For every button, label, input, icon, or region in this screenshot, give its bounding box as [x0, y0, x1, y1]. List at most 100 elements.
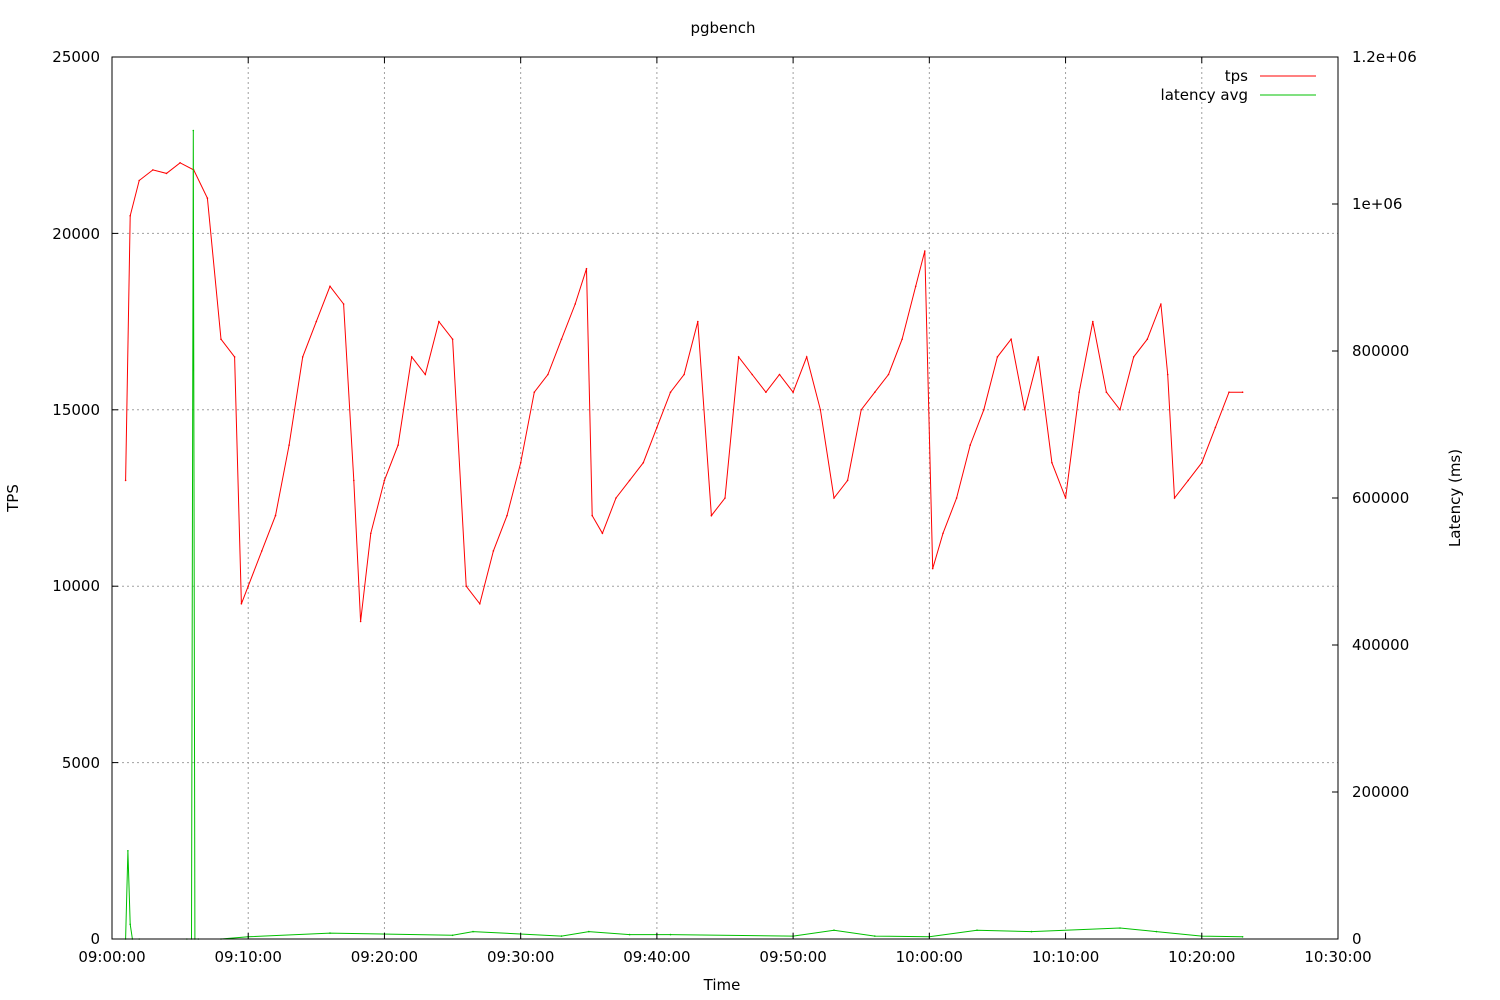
- data-point-tps: [1173, 497, 1176, 499]
- data-point-latency-avg: [1030, 930, 1033, 933]
- data-point-tps: [1092, 320, 1094, 323]
- data-point-tps: [152, 169, 154, 171]
- data-point-tps: [805, 356, 808, 358]
- data-point-tps: [642, 461, 645, 464]
- data-point-tps: [591, 514, 593, 517]
- data-point-tps: [628, 479, 631, 482]
- data-point-latency-avg: [1119, 927, 1121, 929]
- data-point-tps: [451, 338, 454, 341]
- data-point-tps: [1146, 338, 1149, 341]
- data-point-tps: [465, 585, 468, 587]
- data-point-tps: [778, 373, 781, 376]
- data-point-tps: [438, 320, 440, 323]
- data-point-tps: [683, 373, 685, 376]
- data-point-tps: [1160, 303, 1162, 305]
- data-point-tps: [924, 250, 926, 252]
- data-point-tps: [220, 338, 222, 341]
- data-point-tps: [1105, 391, 1108, 394]
- data-point-latency-avg: [1241, 936, 1244, 938]
- y-tick-label: 15000: [52, 401, 100, 419]
- grid: [112, 57, 1338, 939]
- data-point-tps: [601, 532, 604, 535]
- data-point-tps: [615, 497, 617, 499]
- data-point-tps: [315, 320, 318, 323]
- data-point-tps: [1078, 391, 1080, 394]
- data-point-latency-avg: [833, 929, 835, 931]
- series-line-latency-avg: [125, 130, 1243, 940]
- data-point-tps: [359, 620, 362, 623]
- data-point-tps: [261, 550, 263, 552]
- data-point-tps: [996, 356, 999, 358]
- x-tick-label: 09:30:00: [487, 948, 554, 966]
- data-point-latency-avg: [628, 933, 631, 936]
- data-point-latency-avg: [129, 923, 131, 926]
- data-point-latency-avg: [329, 932, 331, 934]
- x-tick-label: 10:30:00: [1304, 948, 1371, 966]
- data-point-tps: [274, 514, 277, 517]
- y2-tick-label: 400000: [1352, 636, 1409, 654]
- data-point-latency-avg: [669, 933, 672, 936]
- data-point-tps: [547, 373, 549, 376]
- data-point-tps: [301, 356, 304, 358]
- y2-tick-label: 1.2e+06: [1352, 48, 1417, 66]
- series-line-tps: [125, 162, 1243, 622]
- data-point-tps: [874, 391, 876, 394]
- data-point-tps: [1119, 409, 1121, 411]
- data-point-tps: [124, 479, 127, 482]
- data-point-latency-avg: [588, 930, 590, 933]
- legend: tps latency avg: [1161, 67, 1316, 104]
- data-point-tps: [479, 603, 481, 605]
- x-tick-label: 09:50:00: [759, 948, 826, 966]
- y-tick-label: 5000: [62, 754, 100, 772]
- data-point-tps: [353, 479, 355, 482]
- x-tick-label: 09:40:00: [623, 948, 690, 966]
- data-point-latency-avg: [451, 934, 454, 937]
- data-point-tps: [656, 426, 658, 429]
- data-point-tps: [833, 497, 835, 499]
- data-point-latency-avg: [127, 850, 129, 852]
- y2-axis-label: Latency (ms): [1446, 449, 1464, 547]
- data-point-tps: [342, 303, 345, 305]
- data-point-tps: [955, 497, 958, 499]
- x-axis-label: Time: [703, 976, 741, 994]
- data-point-tps: [860, 409, 862, 411]
- y2-tick-label: 800000: [1352, 342, 1409, 360]
- data-point-tps: [1010, 338, 1012, 341]
- data-point-tps: [765, 391, 767, 394]
- data-point-tps: [492, 550, 495, 552]
- y2-tick-label: 200000: [1352, 783, 1409, 801]
- data-point-tps: [240, 603, 243, 605]
- data-point-tps: [574, 303, 576, 305]
- data-point-tps: [138, 179, 140, 182]
- data-point-tps: [1037, 356, 1040, 358]
- x-tick-label: 09:00:00: [78, 948, 145, 966]
- data-point-tps: [410, 356, 413, 358]
- x-tick-label: 09:10:00: [215, 948, 282, 966]
- data-point-tps: [751, 373, 753, 376]
- data-point-tps: [914, 285, 917, 288]
- data-point-tps: [792, 391, 794, 394]
- data-point-tps: [165, 172, 168, 175]
- y2-tick-labels: 0 200000 400000 600000 800000 1e+06 1.2e…: [1352, 48, 1417, 948]
- plot-series: [124, 129, 1244, 940]
- data-point-tps: [1187, 479, 1189, 482]
- data-point-tps: [179, 162, 181, 164]
- x-tick-label: 10:00:00: [896, 948, 963, 966]
- data-point-latency-avg: [1155, 930, 1158, 933]
- data-point-tps: [737, 356, 740, 358]
- data-point-tps: [233, 356, 236, 358]
- data-point-tps: [247, 585, 249, 587]
- data-point-latency-avg: [874, 935, 876, 937]
- y-tick-label: 0: [90, 930, 100, 948]
- data-point-tps: [942, 532, 944, 535]
- data-point-latency-avg: [192, 129, 195, 132]
- data-point-tps: [819, 409, 822, 411]
- data-point-tps: [1214, 426, 1217, 429]
- y-tick-label: 20000: [52, 225, 100, 243]
- data-point-tps: [1023, 409, 1026, 411]
- data-point-tps: [1051, 461, 1053, 464]
- x-tick-labels: 09:00:00 09:10:00 09:20:00 09:30:00 09:4…: [78, 948, 1371, 966]
- y2-tick-label: 0: [1352, 930, 1362, 948]
- data-point-latency-avg: [976, 929, 978, 931]
